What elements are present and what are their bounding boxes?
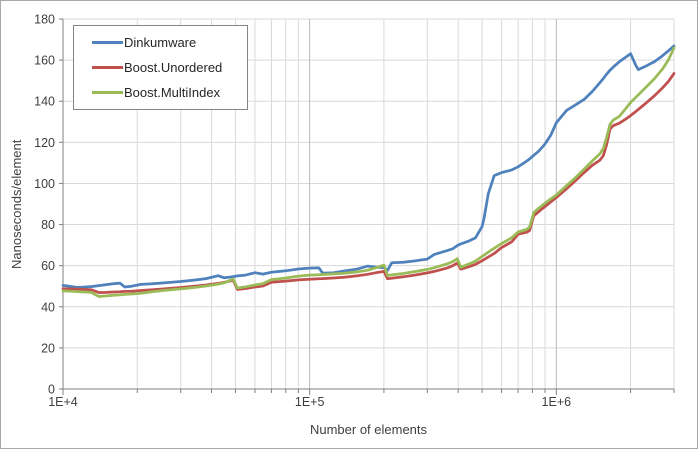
series-line-boost-multiindex (61, 46, 676, 298)
y-tick-label: 0 (48, 383, 55, 397)
y-tick-label: 140 (34, 95, 55, 109)
x-tick-label: 1E+4 (48, 395, 78, 409)
y-tick-label: 180 (34, 13, 55, 27)
legend-swatch-boost-multiindex-line-icon (92, 91, 123, 95)
y-axis-title: Nanoseconds/element (9, 139, 24, 269)
y-tick-label: 100 (34, 177, 55, 191)
y-tick-label: 60 (41, 259, 55, 273)
legend-label: Boost.MultiIndex (124, 85, 221, 101)
x-tick-label: 1E+6 (542, 395, 572, 409)
y-tick-label: 120 (34, 136, 55, 150)
y-tick-label: 80 (41, 218, 55, 232)
legend-swatch-dinkumware-line-icon (92, 40, 123, 44)
y-tick-label: 20 (41, 341, 55, 355)
legend-label: Dinkumware (124, 34, 197, 50)
legend-item-boost-unordered: Boost.Unordered (92, 57, 247, 79)
legend: Dinkumware Boost.Unordered Boost.MultiIn… (73, 25, 248, 110)
y-tick-label: 160 (34, 54, 55, 68)
x-axis-title: Number of elements (309, 422, 428, 437)
series-line-dinkumware (61, 44, 676, 289)
x-tick-label: 1E+5 (295, 395, 325, 409)
legend-label: Boost.Unordered (124, 60, 223, 75)
legend-item-boost-multiindex: Boost.MultiIndex (92, 82, 247, 104)
y-tick-label: 40 (41, 300, 55, 314)
legend-swatch-boost-unordered-line-icon (92, 66, 123, 69)
legend-item-dinkumware: Dinkumware (92, 31, 247, 53)
